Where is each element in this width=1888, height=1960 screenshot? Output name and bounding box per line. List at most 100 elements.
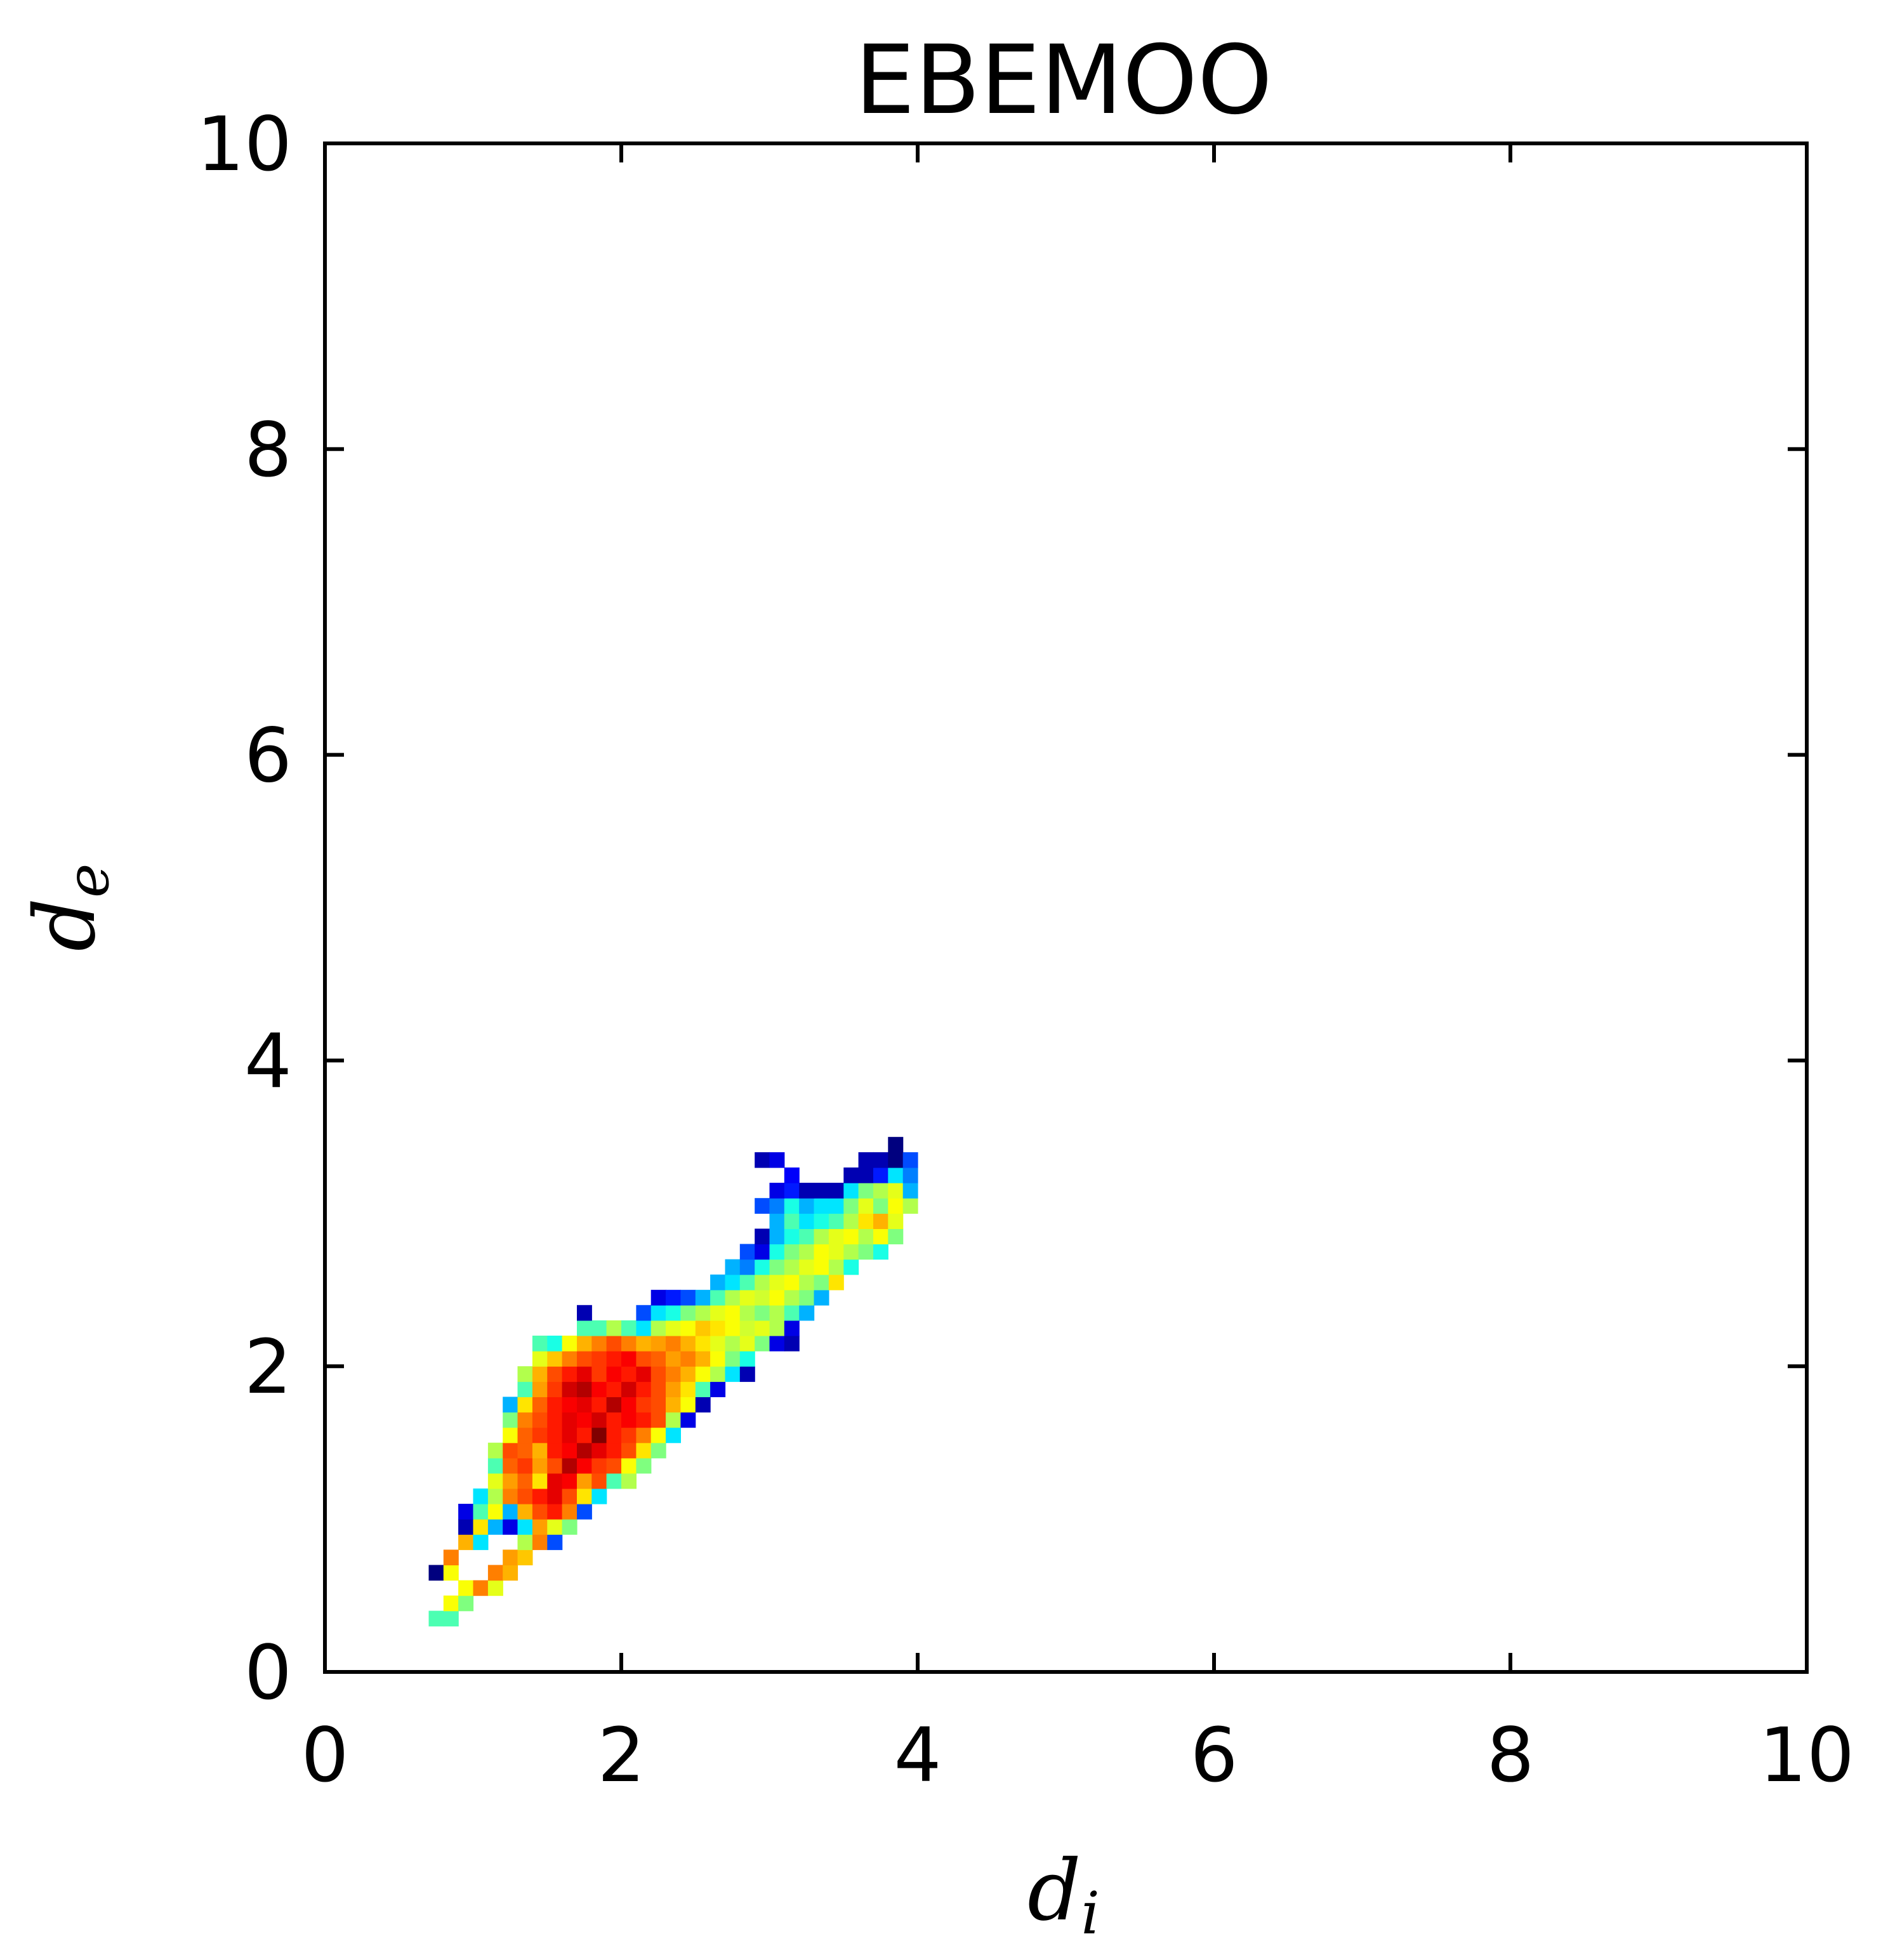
heatmap-cell [710, 1289, 726, 1306]
heatmap-cell [769, 1198, 785, 1214]
heatmap-cell [650, 1366, 666, 1382]
heatmap-cell [532, 1381, 548, 1397]
heatmap-cell [517, 1534, 533, 1550]
heatmap-cell [680, 1397, 696, 1413]
heatmap-cell [873, 1183, 888, 1199]
heatmap-cell [636, 1366, 652, 1382]
y-axis-label: de [17, 864, 122, 952]
heatmap-cell [814, 1198, 829, 1214]
heatmap-cell [828, 1228, 844, 1245]
heatmap-cell [547, 1351, 563, 1367]
heatmap-cell [487, 1488, 503, 1504]
heatmap-cell [547, 1442, 563, 1459]
heatmap-cell [769, 1183, 785, 1199]
heatmap-cell [517, 1549, 533, 1565]
heatmap-cell [562, 1336, 578, 1352]
heatmap-cell [858, 1183, 874, 1199]
heatmap-cell [458, 1580, 474, 1596]
heatmap-cell [443, 1549, 459, 1565]
heatmap-cell [666, 1366, 681, 1382]
heatmap-cell [532, 1473, 548, 1489]
heatmap-cell [577, 1397, 592, 1413]
heatmap-cell [888, 1213, 904, 1229]
heatmap-cell [621, 1366, 637, 1382]
y-tick-label: 10 [197, 100, 292, 188]
heatmap-cell [769, 1259, 785, 1275]
heatmap-cell [725, 1366, 741, 1382]
heatmap-cell [577, 1320, 592, 1336]
heatmap-cell [606, 1442, 622, 1459]
heatmap-cell [503, 1412, 518, 1428]
heatmap-cell [577, 1504, 592, 1520]
heatmap-cell [606, 1397, 622, 1413]
heatmap-cell [888, 1152, 904, 1168]
heatmap-cell [710, 1320, 726, 1336]
heatmap-cell [769, 1244, 785, 1260]
heatmap-cell [739, 1305, 755, 1321]
heatmap-cell [680, 1289, 696, 1306]
heatmap-cell [666, 1351, 681, 1367]
heatmap-cell [517, 1519, 533, 1535]
y-tick-label: 8 [244, 406, 292, 494]
heatmap-cell [858, 1213, 874, 1229]
heatmap-cell [577, 1305, 592, 1321]
heatmap-cell [858, 1167, 874, 1183]
heatmap-cell [799, 1244, 815, 1260]
heatmap-cell [769, 1336, 785, 1352]
heatmap-cell [650, 1427, 666, 1444]
heatmap-cell [517, 1381, 533, 1397]
heatmap-cell [606, 1320, 622, 1336]
heatmap-cell [621, 1381, 637, 1397]
heatmap-cell [828, 1244, 844, 1260]
heatmap-cell [650, 1289, 666, 1306]
heatmap-cell [799, 1228, 815, 1245]
heatmap-cell [680, 1366, 696, 1382]
heatmap-cell [739, 1259, 755, 1275]
heatmap-cell [739, 1366, 755, 1382]
heatmap-cell [784, 1259, 800, 1275]
heatmap-cell [695, 1397, 711, 1413]
heatmap-cell [710, 1274, 726, 1291]
heatmap-cell [843, 1228, 859, 1245]
heatmap-cell [858, 1228, 874, 1245]
heatmap-cell [517, 1473, 533, 1489]
x-tick-label: 10 [1759, 1711, 1854, 1799]
heatmap-cell [888, 1183, 904, 1199]
heatmap-cell [577, 1442, 592, 1459]
heatmap-cell [902, 1167, 918, 1183]
heatmap-cell [562, 1397, 578, 1413]
heatmap-cell [828, 1259, 844, 1275]
heatmap-cell [577, 1351, 592, 1367]
heatmap-cell [636, 1397, 652, 1413]
heatmap-cell [666, 1397, 681, 1413]
heatmap-cell [784, 1320, 800, 1336]
heatmap-cell [562, 1473, 578, 1489]
heatmap-cell [828, 1183, 844, 1199]
heatmap-cell [532, 1366, 548, 1382]
x-axis-label: di [1027, 1842, 1100, 1947]
heatmap-cell [606, 1473, 622, 1489]
heatmap-cell [902, 1198, 918, 1214]
heatmap-cell [562, 1366, 578, 1382]
heatmap-cell [843, 1259, 859, 1275]
heatmap-cell [784, 1336, 800, 1352]
heatmap-cell [621, 1412, 637, 1428]
heatmap-cell [784, 1213, 800, 1229]
heatmap-cell [532, 1519, 548, 1535]
heatmap-cell [606, 1381, 622, 1397]
heatmap-cell [577, 1427, 592, 1444]
heatmap-cell [458, 1504, 474, 1520]
heatmap-cell [591, 1381, 607, 1397]
heatmap-cell [725, 1305, 741, 1321]
heatmap-cell [503, 1488, 518, 1504]
heatmap-cell [710, 1305, 726, 1321]
heatmap-cell [873, 1228, 888, 1245]
heatmap-cell [784, 1183, 800, 1199]
heatmap-cell [680, 1305, 696, 1321]
heatmap-cell [547, 1519, 563, 1535]
heatmap-cell [487, 1442, 503, 1459]
heatmap-cell [443, 1610, 459, 1627]
heatmap-cell [843, 1183, 859, 1199]
heatmap-cell [517, 1412, 533, 1428]
